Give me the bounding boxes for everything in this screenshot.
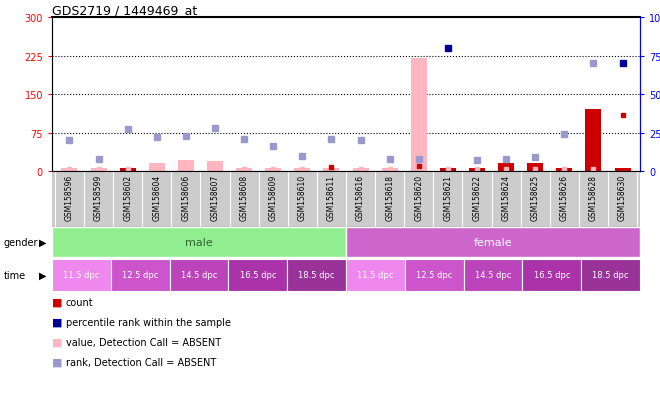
Bar bbox=[498, 164, 514, 171]
Text: count: count bbox=[66, 297, 94, 307]
Text: ■: ■ bbox=[52, 297, 63, 307]
Bar bbox=[294, 169, 310, 171]
Bar bbox=[523, 259, 581, 291]
Text: 14.5 dpc: 14.5 dpc bbox=[181, 271, 217, 280]
Bar bbox=[170, 259, 228, 291]
Bar bbox=[148, 164, 165, 171]
Text: gender: gender bbox=[3, 237, 38, 247]
Text: GSM158622: GSM158622 bbox=[473, 174, 482, 220]
Text: GSM158621: GSM158621 bbox=[444, 174, 452, 220]
Text: GSM158624: GSM158624 bbox=[502, 174, 511, 221]
Bar bbox=[346, 259, 405, 291]
Text: GSM158625: GSM158625 bbox=[531, 174, 540, 221]
Text: ▶: ▶ bbox=[39, 237, 46, 247]
Bar bbox=[581, 259, 640, 291]
Bar bbox=[405, 259, 463, 291]
Bar bbox=[323, 169, 339, 171]
Text: GSM158606: GSM158606 bbox=[182, 174, 190, 221]
Bar bbox=[469, 169, 485, 171]
Text: 16.5 dpc: 16.5 dpc bbox=[240, 271, 276, 280]
Text: 18.5 dpc: 18.5 dpc bbox=[593, 271, 629, 280]
Text: 18.5 dpc: 18.5 dpc bbox=[298, 271, 335, 280]
Text: ▶: ▶ bbox=[39, 271, 46, 280]
Text: GSM158607: GSM158607 bbox=[211, 174, 220, 221]
Bar bbox=[463, 259, 523, 291]
Bar bbox=[346, 228, 640, 257]
Text: ■: ■ bbox=[52, 337, 63, 347]
Bar bbox=[111, 259, 170, 291]
Text: 11.5 dpc: 11.5 dpc bbox=[357, 271, 393, 280]
Text: GSM158616: GSM158616 bbox=[356, 174, 365, 221]
Bar bbox=[178, 160, 194, 171]
Bar bbox=[90, 169, 106, 171]
Bar bbox=[236, 169, 252, 171]
Bar bbox=[228, 259, 287, 291]
Text: female: female bbox=[474, 237, 512, 247]
Bar bbox=[411, 59, 427, 171]
Text: GSM158626: GSM158626 bbox=[560, 174, 569, 221]
Text: percentile rank within the sample: percentile rank within the sample bbox=[66, 317, 231, 327]
Text: 12.5 dpc: 12.5 dpc bbox=[416, 271, 452, 280]
Text: GSM158620: GSM158620 bbox=[414, 174, 423, 221]
Text: 14.5 dpc: 14.5 dpc bbox=[475, 271, 512, 280]
Text: GSM158610: GSM158610 bbox=[298, 174, 307, 221]
Text: GSM158628: GSM158628 bbox=[589, 174, 598, 220]
Text: 11.5 dpc: 11.5 dpc bbox=[63, 271, 100, 280]
Text: GDS2719 / 1449469_at: GDS2719 / 1449469_at bbox=[52, 4, 197, 17]
Text: GSM158604: GSM158604 bbox=[152, 174, 161, 221]
Bar bbox=[556, 169, 572, 171]
Text: time: time bbox=[3, 271, 26, 280]
Bar bbox=[440, 169, 456, 171]
Bar bbox=[352, 169, 368, 171]
Text: GSM158609: GSM158609 bbox=[269, 174, 278, 221]
Text: GSM158599: GSM158599 bbox=[94, 174, 103, 221]
Bar bbox=[61, 169, 77, 171]
Text: 12.5 dpc: 12.5 dpc bbox=[122, 271, 158, 280]
Bar bbox=[381, 169, 398, 171]
Text: GSM158602: GSM158602 bbox=[123, 174, 132, 221]
Text: GSM158611: GSM158611 bbox=[327, 174, 336, 220]
Text: rank, Detection Call = ABSENT: rank, Detection Call = ABSENT bbox=[66, 357, 216, 367]
Bar bbox=[585, 110, 601, 171]
Bar bbox=[207, 161, 223, 171]
Text: value, Detection Call = ABSENT: value, Detection Call = ABSENT bbox=[66, 337, 221, 347]
Text: GSM158618: GSM158618 bbox=[385, 174, 394, 220]
Text: ■: ■ bbox=[52, 357, 63, 367]
Bar bbox=[527, 164, 543, 171]
Text: GSM158596: GSM158596 bbox=[65, 174, 74, 221]
Text: GSM158630: GSM158630 bbox=[618, 174, 627, 221]
Text: 16.5 dpc: 16.5 dpc bbox=[533, 271, 570, 280]
Bar bbox=[119, 169, 136, 171]
Text: ■: ■ bbox=[52, 317, 63, 327]
Bar bbox=[287, 259, 346, 291]
Text: male: male bbox=[185, 237, 213, 247]
Bar bbox=[265, 169, 281, 171]
Bar bbox=[614, 169, 630, 171]
Bar bbox=[52, 228, 346, 257]
Bar bbox=[52, 259, 111, 291]
Text: GSM158608: GSM158608 bbox=[240, 174, 249, 221]
